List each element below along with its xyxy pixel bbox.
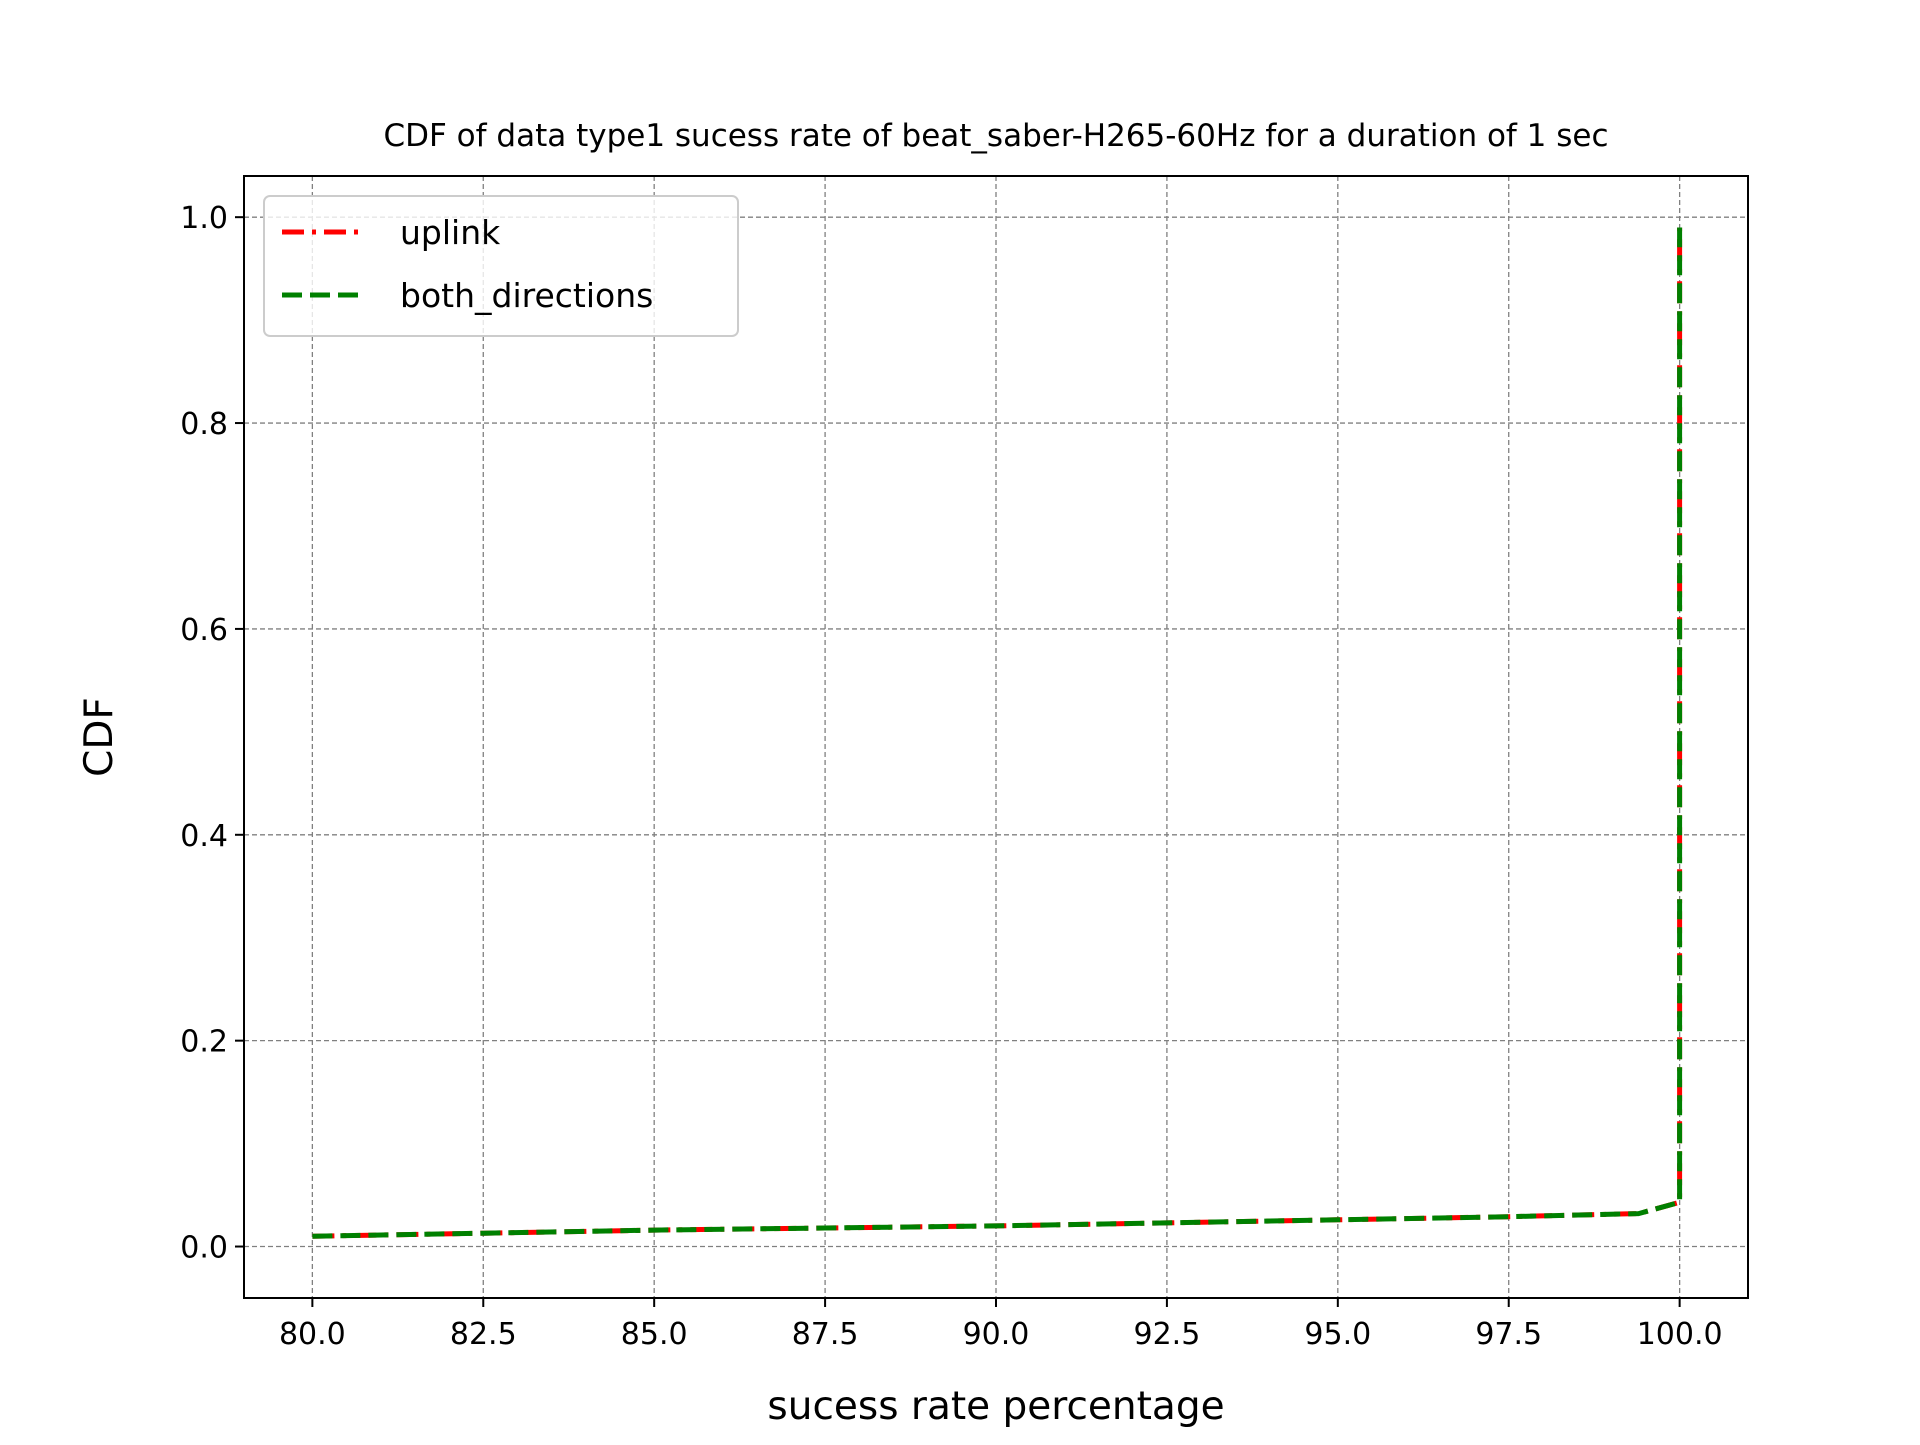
x-axis-label: sucess rate percentage — [767, 1384, 1224, 1429]
x-tick-label: 92.5 — [1134, 1317, 1201, 1352]
series-line-both-directions — [312, 227, 1683, 1239]
x-tick-label: 82.5 — [450, 1317, 517, 1352]
axis-ticks: 80.0 82.5 85.0 87.5 90.0 92.5 95.0 97.5 100.0 0.0… — [180, 201, 1722, 1352]
x-tick-label: 85.0 — [621, 1317, 688, 1352]
legend-label-uplink: uplink — [400, 213, 501, 252]
y-tick-label: 0.8 — [180, 407, 228, 442]
x-tick-label: 90.0 — [963, 1317, 1030, 1352]
y-tick-label: 0.4 — [180, 819, 228, 854]
x-tick-label: 87.5 — [792, 1317, 859, 1352]
y-tick-label: 0.2 — [180, 1025, 228, 1060]
legend-label-both-directions: both_directions — [400, 276, 653, 315]
y-tick-label: 0.6 — [180, 613, 228, 648]
series-lines — [312, 227, 1683, 1239]
x-tick-label: 97.5 — [1475, 1317, 1542, 1352]
chart-title: CDF of data type1 sucess rate of beat_sa… — [383, 118, 1608, 154]
y-axis-label: CDF — [77, 697, 122, 777]
legend-box — [263, 195, 739, 337]
legend: uplink both_directions — [263, 195, 739, 337]
x-tick-label: 100.0 — [1637, 1317, 1723, 1352]
x-tick-label: 80.0 — [279, 1317, 346, 1352]
y-tick-label: 1.0 — [180, 201, 228, 236]
x-tick-label: 95.0 — [1304, 1317, 1371, 1352]
y-tick-label: 0.0 — [180, 1231, 228, 1266]
